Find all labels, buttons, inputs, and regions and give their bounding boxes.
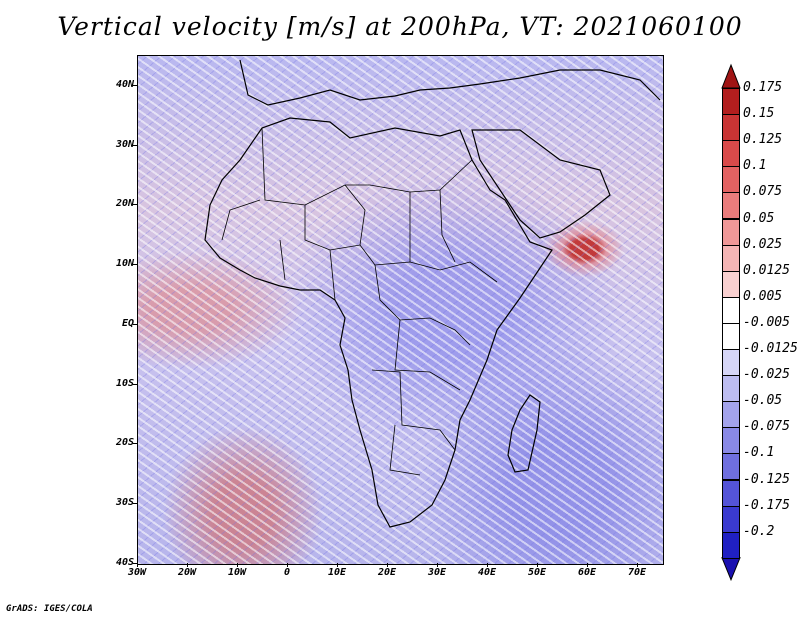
colorbar-label: -0.005 (743, 314, 790, 330)
colorbar-swatch (722, 114, 740, 142)
colorbar-swatch (722, 427, 740, 455)
colorbar-label: -0.1 (743, 445, 775, 461)
lat-tick (133, 84, 137, 86)
lat-tick (133, 383, 137, 385)
colorbar-swatch (722, 140, 740, 168)
colorbar-label: -0.0125 (743, 341, 798, 356)
lat-label: 20N (115, 198, 134, 210)
lon-tick (187, 563, 188, 567)
arabia-coastline (471, 129, 611, 239)
lon-label: 20W (177, 567, 197, 578)
colorbar-swatch (722, 401, 740, 429)
colorbar-label: 0.0125 (743, 262, 790, 278)
colorbar-label: -0.2 (743, 523, 775, 539)
map-title: Vertical velocity [m/s] at 200hPa, VT: 2… (57, 12, 743, 41)
lat-tick (133, 503, 137, 505)
lon-label: 10E (327, 567, 347, 578)
lon-label: 30E (427, 567, 447, 578)
colorbar-label: -0.025 (743, 367, 790, 383)
lat-tick (133, 563, 137, 564)
lon-label: 40E (477, 567, 497, 578)
colorbar-swatch (722, 166, 740, 194)
lat-tick (133, 264, 137, 266)
europe-coastline (239, 59, 661, 106)
colorbar-label: -0.05 (743, 393, 783, 409)
lon-label: 60E (577, 567, 597, 578)
lon-label: 0 (283, 567, 291, 578)
grads-credit: GrADS: IGES/COLA (6, 604, 93, 614)
lat-label: 10S (115, 377, 134, 389)
colorbar-label: -0.125 (743, 471, 790, 487)
colorbar-label: -0.175 (743, 497, 790, 513)
colorbar-swatch (722, 349, 740, 377)
lon-tick (287, 563, 288, 567)
colorbar-swatch (722, 218, 740, 246)
country-borders (221, 127, 498, 476)
colorbar-swatch (722, 88, 740, 116)
lon-tick (337, 563, 338, 567)
colorbar-swatch (722, 270, 740, 298)
lon-tick (387, 563, 388, 567)
colorbar-swatch (722, 531, 740, 559)
colorbar-label: 0.075 (743, 184, 783, 200)
lon-tick (537, 563, 538, 567)
lon-label: 50E (527, 567, 547, 578)
lon-label: 70E (627, 567, 647, 578)
colorbar-swatch (722, 296, 740, 324)
colorbar-bottom-arrow (721, 557, 741, 582)
lon-tick (487, 563, 488, 567)
lon-label: 10W (227, 567, 247, 578)
lat-tick (133, 443, 137, 445)
africa-coastline (204, 117, 553, 528)
lat-tick (133, 204, 137, 206)
madagascar-outline (507, 394, 541, 473)
colorbar-swatch (722, 505, 740, 533)
colorbar-label: 0.05 (743, 210, 775, 226)
lon-tick (637, 563, 638, 567)
colorbar-label: -0.075 (743, 419, 790, 435)
colorbar-label: 0.005 (743, 288, 783, 304)
colorbar-label: 0.15 (743, 106, 775, 122)
lat-label: 20S (115, 437, 134, 449)
lon-tick (587, 563, 588, 567)
colorbar-swatch (722, 244, 740, 272)
lat-label: 30N (115, 138, 134, 150)
map-plot-area (137, 55, 664, 565)
colorbar-swatch (722, 192, 740, 220)
lat-tick (133, 323, 137, 325)
lon-label: 20E (377, 567, 397, 578)
colorbar-label: 0.1 (743, 158, 767, 174)
colorbar-label: 0.175 (743, 80, 783, 95)
lat-label: 40S (115, 557, 134, 568)
colorbar-label: 0.125 (743, 132, 783, 148)
lon-tick (137, 563, 138, 567)
colorbar-swatch (722, 479, 740, 507)
colorbar-label: 0.025 (743, 236, 783, 252)
lat-label: 30S (115, 497, 134, 509)
lon-tick (437, 563, 438, 567)
lon-label: 30W (127, 567, 147, 578)
lat-label: 40N (115, 78, 134, 90)
colorbar-swatch (722, 375, 740, 403)
lat-tick (133, 144, 137, 146)
lon-tick (237, 563, 238, 567)
colorbar-swatch (722, 453, 740, 481)
lat-label: EQ (121, 317, 134, 329)
lat-label: 10N (115, 258, 134, 270)
colorbar-top-arrow (721, 63, 741, 89)
colorbar-swatch (722, 322, 740, 350)
